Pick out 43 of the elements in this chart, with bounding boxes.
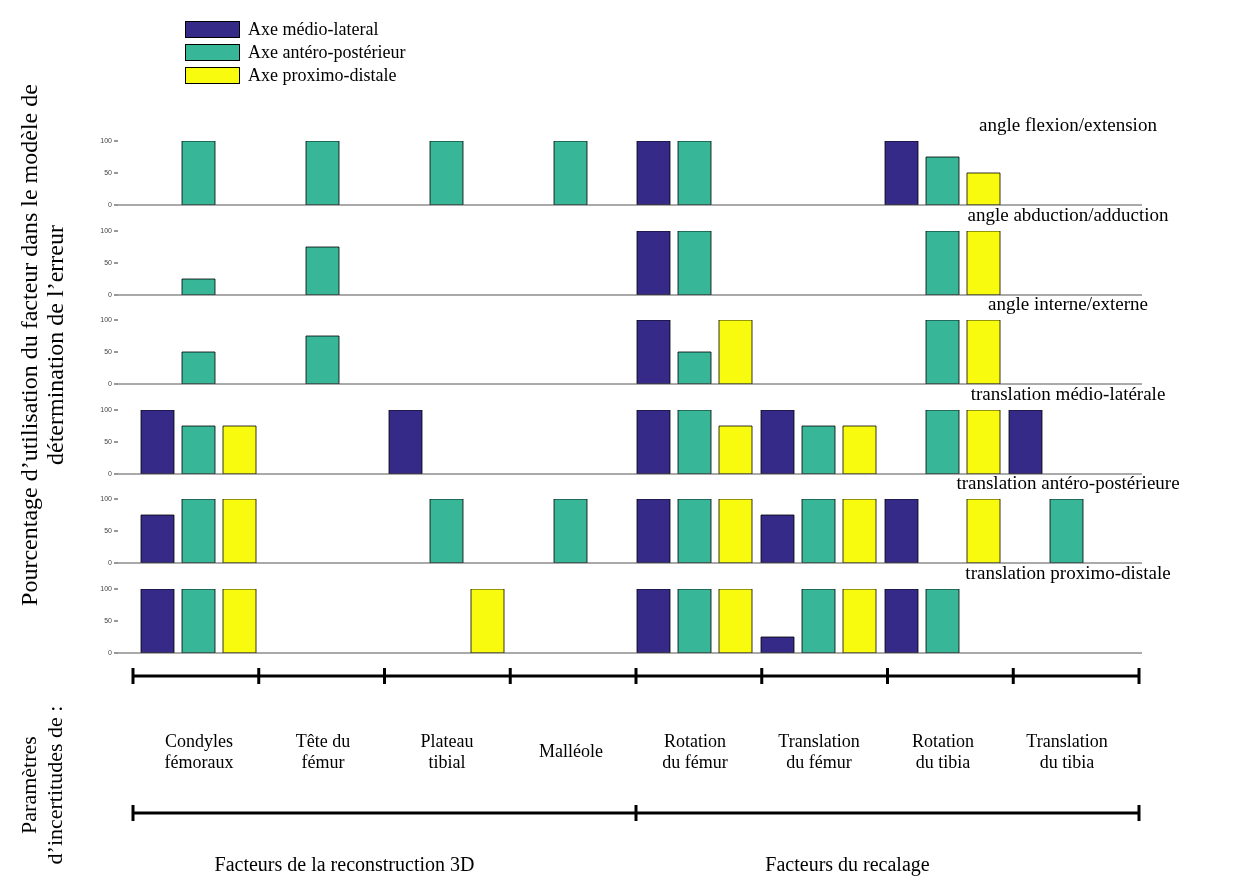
x-tick-label: Rotation du tibia [912, 731, 974, 772]
bar [677, 230, 712, 295]
bar [966, 172, 1001, 205]
bar [181, 278, 216, 295]
bar [305, 335, 340, 385]
bar [636, 320, 671, 385]
legend-label: Axe proximo-distale [248, 65, 397, 86]
x-tick-label: Malléole [539, 741, 603, 761]
text: Facteurs de la reconstruction 3D [214, 853, 475, 876]
bar [677, 141, 712, 205]
bar [677, 351, 712, 385]
bar [636, 141, 671, 205]
chart-title: translation médio-latérale [970, 382, 1166, 405]
chart-title: translation antéro-postérieure [956, 472, 1180, 495]
x-tick-label: Translation du tibia [1026, 731, 1108, 772]
bar [966, 230, 1001, 295]
x-tick-label: Tête du fémur [295, 731, 351, 772]
chart-title: angle abduction/adduction [967, 203, 1169, 226]
text: Facteurs du recalage [765, 853, 930, 876]
bar [429, 141, 464, 205]
bar [305, 141, 340, 205]
bar [181, 351, 216, 385]
bar [553, 141, 588, 205]
bar [884, 141, 919, 205]
bar [181, 141, 216, 205]
x-tick-label: Plateau tibial [420, 731, 474, 772]
x-tick-label: Condyles fémoraux [164, 731, 234, 772]
bar [305, 246, 340, 295]
chart-title: angle interne/externe [988, 293, 1148, 316]
y-axis-title: Pourcentage d’utilisation du facteur dans le modèle de détermination de l’erreur [16, 83, 68, 608]
x-tick-label: Rotation du fémur [662, 731, 728, 772]
bar [636, 230, 671, 295]
y-axis-title: Paramètres d’incertitudes de : [16, 705, 68, 865]
bar [718, 320, 753, 385]
bar [925, 320, 960, 385]
x-tick-label: Translation du fémur [778, 731, 860, 772]
chart-title: translation proximo-distale [965, 562, 1171, 584]
bar [925, 156, 960, 205]
legend-label: Axe médio-lateral [248, 19, 379, 40]
bar [966, 320, 1001, 385]
bar [925, 230, 960, 295]
chart-title: angle flexion/extension [979, 114, 1157, 136]
legend-label: Axe antéro-postérieur [248, 42, 406, 63]
